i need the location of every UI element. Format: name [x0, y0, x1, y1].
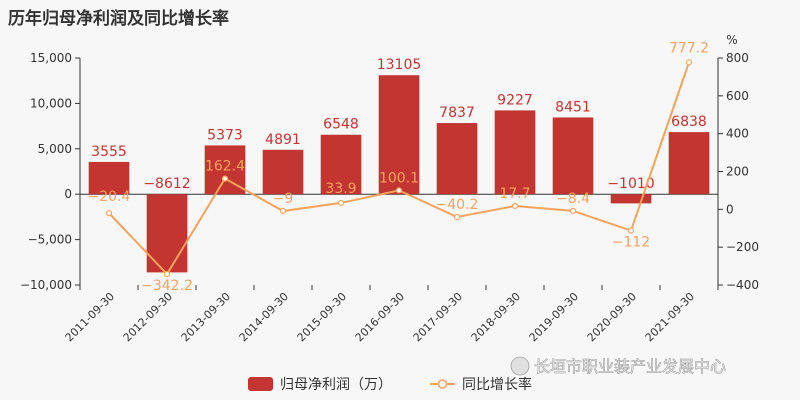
bar: [320, 134, 362, 195]
y-left-tick-label: 15,000: [30, 51, 72, 65]
x-tick-label: 2020-09-30: [585, 290, 639, 344]
line-value-label: −9: [273, 191, 294, 207]
line-value-label: 33.9: [325, 181, 356, 197]
watermark-text: 长垣市职业装产业发展中心: [534, 357, 726, 376]
line-value-label: 777.2: [669, 40, 709, 56]
line-value-label: −112: [612, 235, 650, 251]
line-point: [395, 187, 403, 194]
line-point: [105, 210, 113, 217]
y-right-tick-label: −400: [726, 278, 759, 292]
y-right-tick-label: 600: [726, 89, 749, 103]
bar-value-label: 3555: [91, 144, 127, 160]
line-point: [685, 59, 693, 66]
y-right-tick-label: −200: [726, 240, 759, 254]
line-point: [569, 207, 577, 215]
y-left-tick-label: 10,000: [30, 96, 72, 110]
x-tick-label: 2021-09-30: [643, 290, 697, 344]
line-value-label: −342.2: [141, 278, 193, 294]
bar: [552, 117, 594, 195]
line-point: [163, 270, 171, 278]
x-tick-label: 2015-09-30: [295, 290, 349, 344]
y-right-axis-title: %: [726, 33, 737, 47]
bar-value-label: 9227: [497, 92, 533, 108]
bar-value-label: −8612: [143, 176, 190, 192]
bar-value-label: 5373: [207, 127, 243, 143]
line-value-label: 100.1: [379, 170, 419, 186]
bar-value-label: 7837: [439, 105, 475, 121]
bar: [378, 75, 420, 195]
x-tick-label: 2011-09-30: [63, 290, 117, 344]
y-right-tick-label: 400: [726, 127, 749, 141]
bar: [668, 132, 710, 195]
x-tick-label: 2016-09-30: [353, 290, 407, 344]
bar: [146, 194, 188, 273]
legend-bar-label: 归母净利润（万）: [280, 376, 392, 393]
legend-line-marker: [437, 379, 448, 389]
line-point: [337, 199, 345, 207]
page-title: 历年归母净利润及同比增长率: [8, 9, 229, 29]
bar: [88, 161, 130, 195]
bar-value-label: 6838: [671, 114, 707, 130]
y-right-tick-label: 800: [726, 51, 749, 65]
line-point: [627, 227, 635, 234]
x-tick-label: 2019-09-30: [527, 290, 581, 344]
bar-value-label: 13105: [377, 57, 422, 73]
bar-value-label: 6548: [323, 117, 359, 133]
wechat-icon: [510, 356, 530, 376]
bar: [494, 110, 536, 195]
legend-bar-swatch: [248, 377, 273, 391]
line-point: [221, 175, 229, 182]
y-left-tick-label: −5,000: [28, 233, 72, 247]
y-left-tick-label: 5,000: [38, 142, 72, 156]
bar: [262, 149, 304, 195]
x-tick-label: 2018-09-30: [469, 290, 523, 344]
bar: [610, 194, 652, 204]
bar-value-label: 4891: [265, 132, 301, 148]
x-tick-label: 2017-09-30: [411, 290, 465, 344]
x-tick-label: 2013-09-30: [179, 290, 233, 344]
line-value-label: −20.4: [88, 189, 131, 205]
y-left-tick-label: −10,000: [20, 278, 72, 292]
y-left-tick-label: 0: [64, 187, 72, 201]
line-point: [453, 213, 461, 221]
line-point: [279, 207, 287, 215]
line-value-label: 162.4: [205, 159, 245, 175]
y-right-tick-label: 0: [726, 202, 734, 216]
line-value-label: −40.2: [436, 197, 479, 213]
line-value-label: −8.4: [556, 191, 590, 207]
legend-line-label: 同比增长率: [462, 376, 532, 393]
x-tick-label: 2012-09-30: [121, 290, 175, 344]
y-right-tick-label: 200: [726, 165, 749, 179]
bar: [436, 123, 478, 195]
line-point: [511, 202, 519, 210]
x-tick-label: 2014-09-30: [237, 290, 291, 344]
bar-value-label: 8451: [555, 99, 591, 115]
line-value-label: 17.7: [499, 186, 530, 202]
bar-value-label: −1010: [607, 176, 654, 192]
